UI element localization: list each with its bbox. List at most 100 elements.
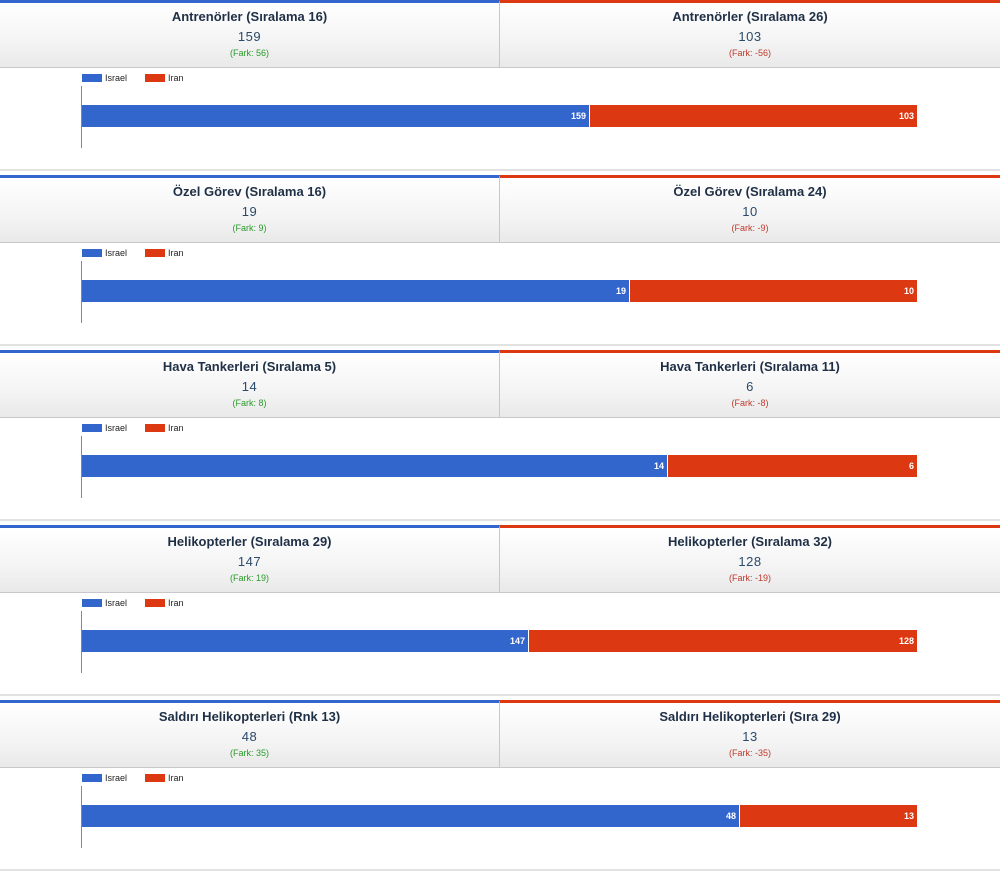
- iran-stat-header: Hava Tankerleri (Sıralama 11) 6 (Fark: -8): [500, 350, 1000, 418]
- comparison-bar-chart: Israel Iran 147 128: [0, 593, 1000, 695]
- israel-stat-header: Antrenörler (Sıralama 16) 159 (Fark: 56): [0, 0, 500, 68]
- legend-label-iran: Iran: [168, 248, 184, 258]
- bar-iran: [630, 280, 917, 302]
- stat-title: Antrenörler (Sıralama 16): [171, 9, 328, 24]
- comparison-bar-chart: Israel Iran 48 13: [0, 768, 1000, 870]
- block-divider: [0, 694, 1000, 696]
- stat-value: 159: [237, 29, 262, 44]
- bar-israel: [82, 630, 528, 652]
- comparison-block: Saldırı Helikopterleri (Rnk 13) 48 (Fark: …: [0, 700, 1000, 875]
- comparison-block: Özel Görev (Sıralama 16) 19 (Fark: 9) Özel …: [0, 175, 1000, 350]
- bar-label-israel: 48: [725, 811, 736, 821]
- legend-label-iran: Iran: [168, 598, 184, 608]
- iran-stat-header: Saldırı Helikopterleri (Sıra 29) 13 (Fark:…: [500, 700, 1000, 768]
- bar-label-iran: 6: [908, 461, 914, 471]
- comparison-block: Antrenörler (Sıralama 16) 159 (Fark: 56) An…: [0, 0, 1000, 175]
- legend-label-israel: Israel: [105, 773, 128, 783]
- stat-value: 10: [742, 204, 758, 219]
- stat-difference: (Fark: 8): [232, 398, 267, 408]
- bar-iran: [529, 630, 917, 652]
- legend-label-israel: Israel: [105, 423, 128, 433]
- legend-swatch-israel: [82, 424, 102, 432]
- stat-difference: (Fark: 19): [229, 573, 269, 583]
- comparison-block: Helikopterler (Sıralama 29) 147 (Fark: 19)…: [0, 525, 1000, 700]
- comparison-bar-chart: Israel Iran 14 6: [0, 418, 1000, 520]
- legend-label-iran: Iran: [168, 423, 184, 433]
- bar-israel: [82, 105, 589, 127]
- bar-label-iran: 10: [903, 286, 914, 296]
- legend-label-iran: Iran: [168, 773, 184, 783]
- legend-swatch-israel: [82, 774, 102, 782]
- stat-title: Helikopterler (Sıralama 32): [667, 534, 833, 549]
- stat-difference: (Fark: -35): [728, 748, 771, 758]
- stat-title: Özel Görev (Sıralama 24): [673, 184, 827, 199]
- bar-label-israel: 159: [570, 111, 586, 121]
- comparison-block: Hava Tankerleri (Sıralama 5) 14 (Fark: 8) H…: [0, 350, 1000, 525]
- bar-iran: [668, 455, 917, 477]
- legend-swatch-iran: [145, 249, 165, 257]
- bar-israel: [82, 805, 739, 827]
- y-axis-line: [81, 261, 82, 323]
- bar-label-israel: 19: [615, 286, 626, 296]
- stat-difference: (Fark: -8): [731, 398, 769, 408]
- comparison-bar-chart: Israel Iran 159 103: [0, 68, 1000, 170]
- legend-label-iran: Iran: [168, 73, 184, 83]
- legend-swatch-israel: [82, 599, 102, 607]
- comparison-bar-chart: Israel Iran 19 10: [0, 243, 1000, 345]
- legend-label-israel: Israel: [105, 248, 128, 258]
- israel-stat-header: Helikopterler (Sıralama 29) 147 (Fark: 19): [0, 525, 500, 593]
- legend-label-israel: Israel: [105, 598, 128, 608]
- bar-label-israel: 147: [509, 636, 525, 646]
- israel-stat-header: Saldırı Helikopterleri (Rnk 13) 48 (Fark: …: [0, 700, 500, 768]
- bar-israel: [82, 455, 667, 477]
- stat-value: 103: [738, 29, 762, 44]
- stat-title: Hava Tankerleri (Sıralama 11): [660, 359, 840, 374]
- stat-title: Saldırı Helikopterleri (Sıra 29): [659, 709, 841, 724]
- bar-label-iran: 128: [898, 636, 914, 646]
- legend-swatch-iran: [145, 599, 165, 607]
- bar-label-iran: 13: [903, 811, 914, 821]
- stat-title: Özel Görev (Sıralama 16): [172, 184, 327, 199]
- legend-swatch-iran: [145, 424, 165, 432]
- stat-value: 13: [742, 729, 758, 744]
- israel-stat-header: Özel Görev (Sıralama 16) 19 (Fark: 9): [0, 175, 500, 243]
- bar-israel: [82, 280, 629, 302]
- y-axis-line: [81, 86, 82, 148]
- stat-value: 147: [237, 554, 262, 569]
- stat-difference: (Fark: 9): [232, 223, 267, 233]
- block-divider: [0, 344, 1000, 346]
- israel-stat-header: Hava Tankerleri (Sıralama 5) 14 (Fark: 8): [0, 350, 500, 418]
- stat-value: 19: [241, 204, 258, 219]
- stat-value: 48: [241, 729, 258, 744]
- bar-iran: [740, 805, 917, 827]
- stat-difference: (Fark: 56): [229, 48, 269, 58]
- block-divider: [0, 169, 1000, 171]
- stat-value: 14: [241, 379, 258, 394]
- y-axis-line: [81, 436, 82, 498]
- stat-value: 128: [738, 554, 762, 569]
- legend-swatch-israel: [82, 74, 102, 82]
- bar-label-iran: 103: [898, 111, 914, 121]
- y-axis-line: [81, 611, 82, 673]
- stat-title: Hava Tankerleri (Sıralama 5): [162, 359, 337, 374]
- iran-stat-header: Helikopterler (Sıralama 32) 128 (Fark: -19…: [500, 525, 1000, 593]
- stat-value: 6: [746, 379, 754, 394]
- y-axis-line: [81, 786, 82, 848]
- legend-swatch-iran: [145, 774, 165, 782]
- stat-difference: (Fark: -56): [728, 48, 771, 58]
- block-divider: [0, 519, 1000, 521]
- stat-difference: (Fark: 35): [229, 748, 269, 758]
- stat-title: Helikopterler (Sıralama 29): [167, 534, 332, 549]
- bar-iran: [590, 105, 917, 127]
- legend-label-israel: Israel: [105, 73, 128, 83]
- block-divider: [0, 869, 1000, 871]
- stat-difference: (Fark: -9): [731, 223, 769, 233]
- stat-title: Antrenörler (Sıralama 26): [672, 9, 828, 24]
- iran-stat-header: Özel Görev (Sıralama 24) 10 (Fark: -9): [500, 175, 1000, 243]
- legend-swatch-iran: [145, 74, 165, 82]
- stat-difference: (Fark: -19): [728, 573, 771, 583]
- legend-swatch-israel: [82, 249, 102, 257]
- iran-stat-header: Antrenörler (Sıralama 26) 103 (Fark: -56): [500, 0, 1000, 68]
- bar-label-israel: 14: [653, 461, 664, 471]
- stat-title: Saldırı Helikopterleri (Rnk 13): [158, 709, 341, 724]
